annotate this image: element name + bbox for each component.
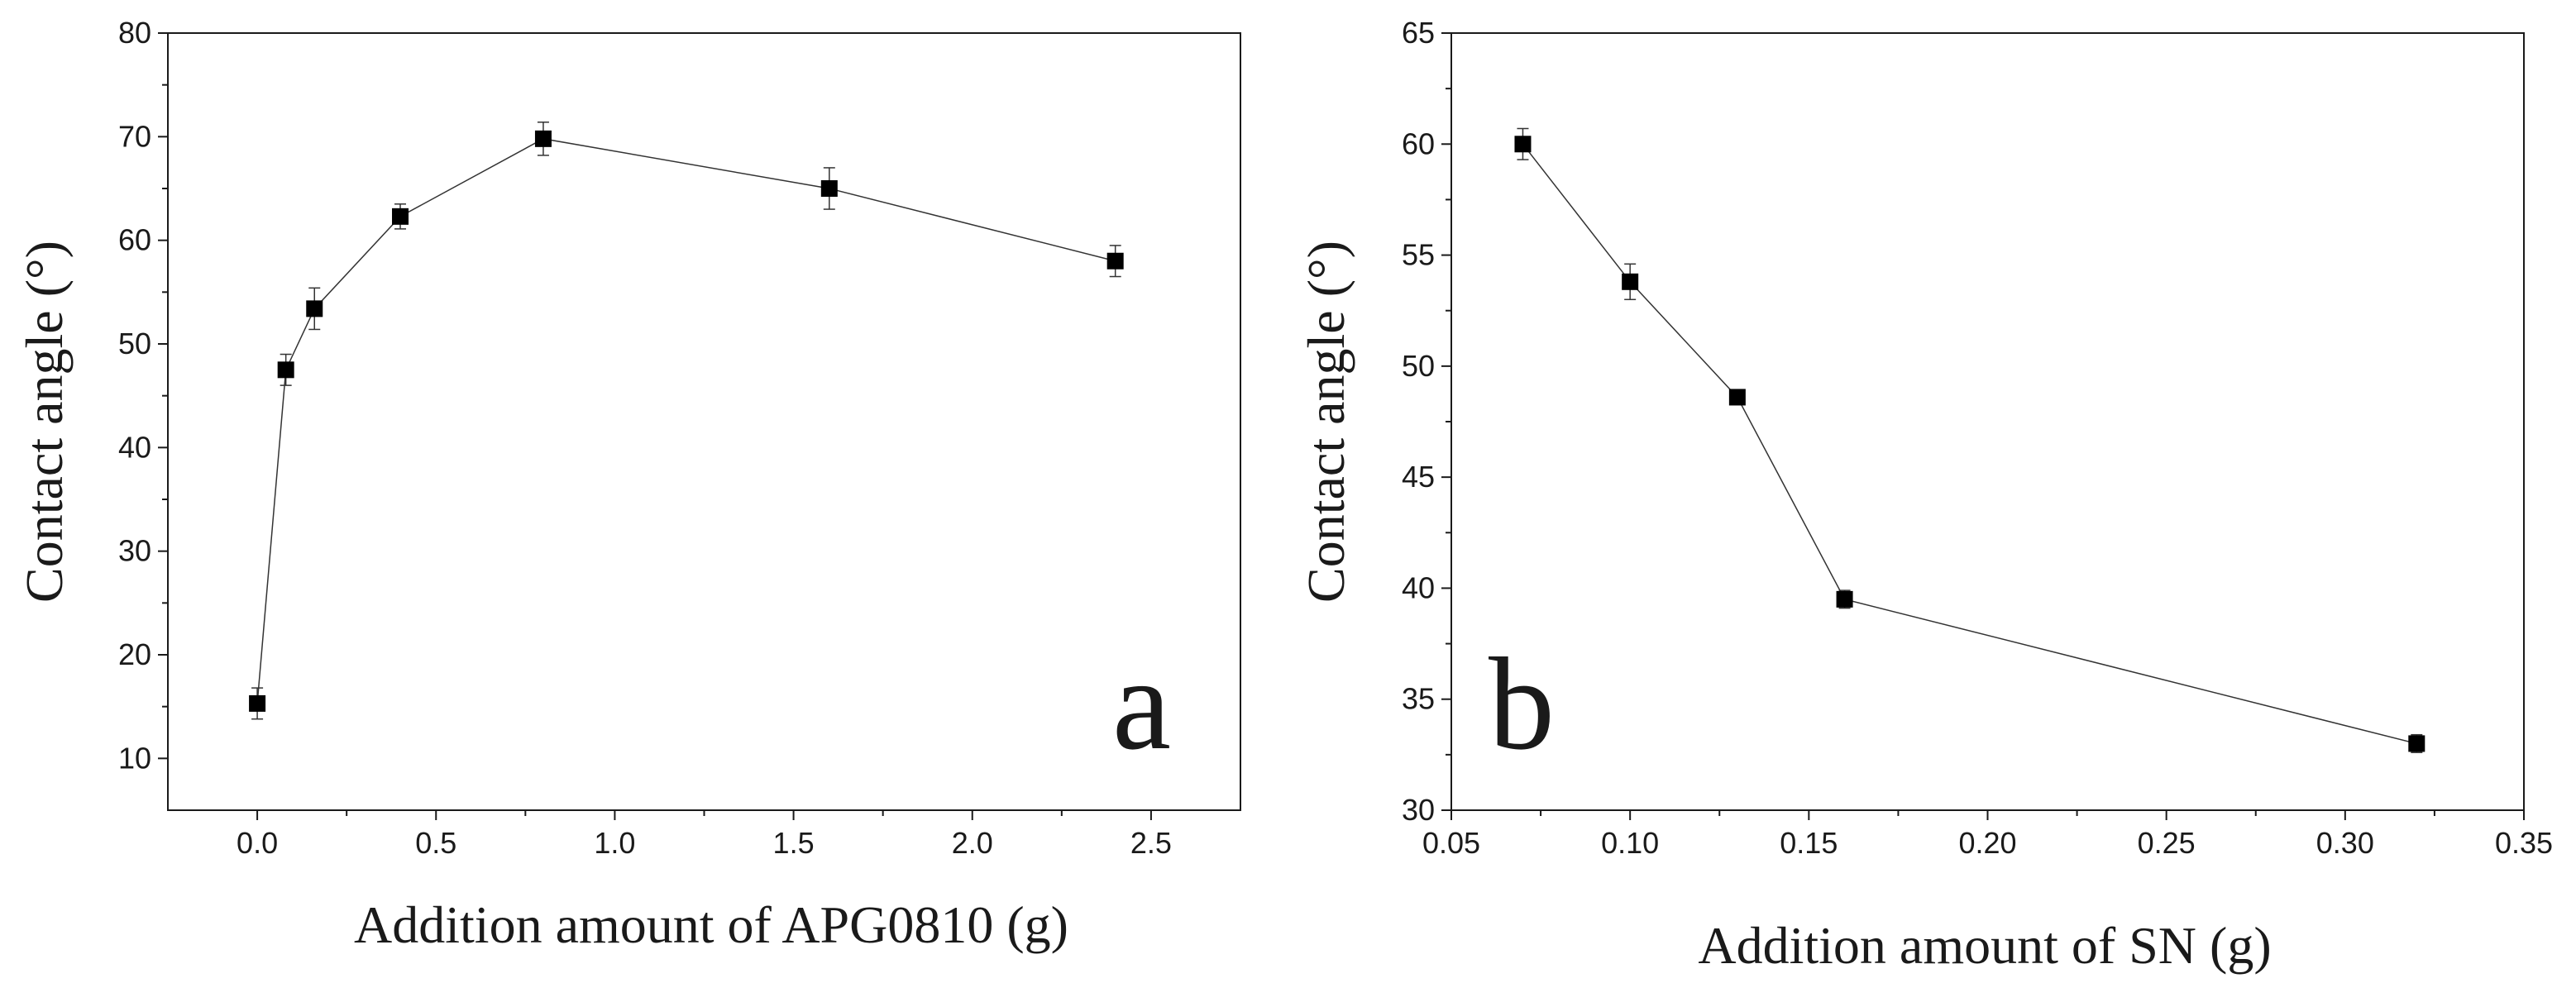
y-tick-label: 10 xyxy=(118,741,151,775)
y-tick-label: 40 xyxy=(1402,570,1435,604)
series-b xyxy=(1514,127,2425,753)
data-point xyxy=(1836,590,1853,608)
x-axis-title-a: Addition amount of APG0810 (g) xyxy=(354,895,1068,954)
y-tick-label: 50 xyxy=(118,327,151,360)
y-tick-label: 60 xyxy=(1402,126,1435,160)
data-point xyxy=(392,208,409,225)
y-tick-label: 45 xyxy=(1402,460,1435,494)
series-line xyxy=(256,138,1116,704)
y-tick-label: 60 xyxy=(118,223,151,257)
chart-panel-a: 0.0 0.5 1.0 1.5 2.0 2.5 10 20 30 40 50 60 70 80 Addi… xyxy=(15,16,1241,954)
y-tick-label: 30 xyxy=(118,534,151,568)
x-tick-label: 0.30 xyxy=(2316,826,2374,860)
y-ticks-a: 10 20 30 40 50 60 70 80 xyxy=(118,16,168,775)
panel-label-b: b xyxy=(1489,630,1555,777)
y-axis-title-b: Contact angle (°) xyxy=(1297,241,1355,603)
y-tick-label: 20 xyxy=(118,637,151,671)
data-point xyxy=(277,361,294,379)
x-tick-label: 1.5 xyxy=(773,826,815,860)
x-ticks-a: 0.0 0.5 1.0 1.5 2.0 2.5 xyxy=(237,810,1172,860)
data-point xyxy=(306,300,323,317)
y-tick-label: 55 xyxy=(1402,238,1435,272)
y-tick-label: 70 xyxy=(118,119,151,153)
data-point xyxy=(1622,273,1639,290)
y-tick-label: 35 xyxy=(1402,682,1435,716)
x-tick-label: 0.15 xyxy=(1780,826,1838,860)
y-axis-title-a: Contact angle (°) xyxy=(15,241,74,603)
y-tick-label: 50 xyxy=(1402,349,1435,383)
x-tick-label: 0.20 xyxy=(1958,826,2016,860)
series-a xyxy=(249,122,1124,720)
x-tick-label: 0.25 xyxy=(2138,826,2196,860)
data-point xyxy=(1106,252,1124,270)
data-point xyxy=(534,130,552,147)
chart-panel-b: 0.05 0.10 0.15 0.20 0.25 0.30 0.35 30 35 40 45 50 5… xyxy=(1297,16,2553,975)
x-ticks-b: 0.05 0.10 0.15 0.20 0.25 0.30 0.35 xyxy=(1422,810,2553,860)
data-point xyxy=(1728,389,1746,406)
y-tick-label: 65 xyxy=(1402,16,1435,50)
series-line xyxy=(1522,143,2417,745)
x-tick-label: 2.5 xyxy=(1130,826,1172,860)
panel-label-a: a xyxy=(1112,630,1171,777)
x-tick-label: 0.35 xyxy=(2495,826,2553,860)
x-tick-label: 0.5 xyxy=(415,826,456,860)
y-ticks-b: 30 35 40 45 50 55 60 65 xyxy=(1402,16,1451,827)
data-point xyxy=(1514,136,1532,153)
x-axis-title-b: Addition amount of SN (g) xyxy=(1698,916,2271,975)
data-point xyxy=(2408,735,2425,752)
y-tick-label: 80 xyxy=(118,16,151,50)
x-tick-label: 2.0 xyxy=(952,826,993,860)
x-tick-label: 1.0 xyxy=(594,826,635,860)
data-point xyxy=(249,694,266,712)
x-tick-label: 0.0 xyxy=(237,826,278,860)
x-tick-label: 0.05 xyxy=(1422,826,1480,860)
y-tick-label: 40 xyxy=(118,430,151,464)
x-tick-label: 0.10 xyxy=(1601,826,1659,860)
data-point xyxy=(820,180,838,197)
plot-frame-b xyxy=(1450,32,2525,811)
plot-frame-a xyxy=(167,32,1241,811)
y-tick-label: 30 xyxy=(1402,793,1435,827)
